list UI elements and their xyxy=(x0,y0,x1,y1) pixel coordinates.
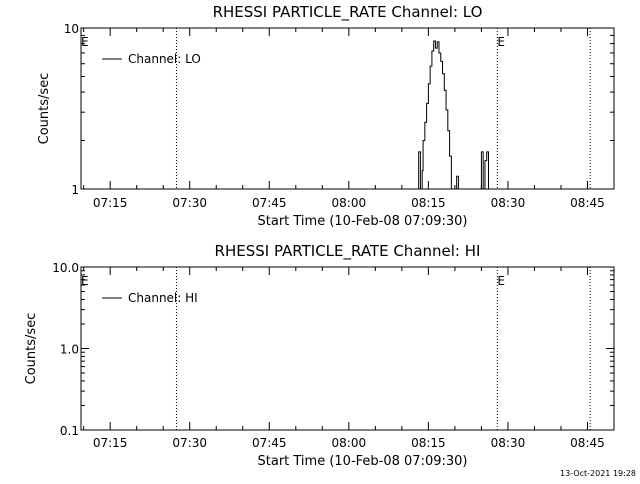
series-line xyxy=(417,40,494,190)
footer-timestamp: 13-Oct-2021 19:28 xyxy=(560,469,636,478)
x-tick-label: 07:15 xyxy=(93,196,128,210)
y-tick-label: 10 xyxy=(64,22,79,36)
x-tick-label: 07:45 xyxy=(252,436,287,450)
chart-panel-2: RHESSI PARTICLE_RATE Channel: HI 07:15 07:… xyxy=(24,242,615,469)
x-tick-label: 08:15 xyxy=(411,196,446,210)
y-tick-label: 1 xyxy=(71,183,79,197)
y-tick-label: 10.0 xyxy=(52,261,79,275)
x-tick-label: 08:30 xyxy=(491,196,526,210)
y-axis-label: Counts/sec xyxy=(24,313,39,385)
x-axis-label: Start Time (10-Feb-08 07:09:30) xyxy=(258,214,468,229)
legend-label: Channel: LO xyxy=(128,52,201,66)
x-tick-label: 08:45 xyxy=(570,436,605,450)
event-marker-label: E xyxy=(497,274,505,288)
x-axis-label: Start Time (10-Feb-08 07:09:30) xyxy=(258,454,468,469)
x-tick-label: 08:45 xyxy=(570,196,605,210)
x-tick-label: 08:15 xyxy=(411,436,446,450)
y-axis-label: Counts/sec xyxy=(37,73,52,145)
x-tick-label: 07:30 xyxy=(172,196,207,210)
x-tick-label: 07:15 xyxy=(93,436,128,450)
x-tick-label: 08:00 xyxy=(332,436,367,450)
x-tick-label: 08:30 xyxy=(491,436,526,450)
event-marker-label: E xyxy=(497,35,505,49)
y-tick-label: 1.0 xyxy=(60,343,79,357)
y-tick-label: 0.1 xyxy=(60,424,79,438)
event-marker-label: E xyxy=(81,274,89,288)
event-marker-label: E xyxy=(81,35,89,49)
x-tick-label: 07:30 xyxy=(172,436,207,450)
plot-frame xyxy=(80,27,615,190)
legend-label: Channel: HI xyxy=(128,291,198,305)
chart-title: RHESSI PARTICLE_RATE Channel: LO xyxy=(213,3,483,22)
x-tick-label: 07:45 xyxy=(252,196,287,210)
x-tick-label: 08:00 xyxy=(332,196,367,210)
chart-title: RHESSI PARTICLE_RATE Channel: HI xyxy=(215,242,481,261)
chart-panel-1: RHESSI PARTICLE_RATE Channel: LO 07:15 07:… xyxy=(37,3,615,229)
